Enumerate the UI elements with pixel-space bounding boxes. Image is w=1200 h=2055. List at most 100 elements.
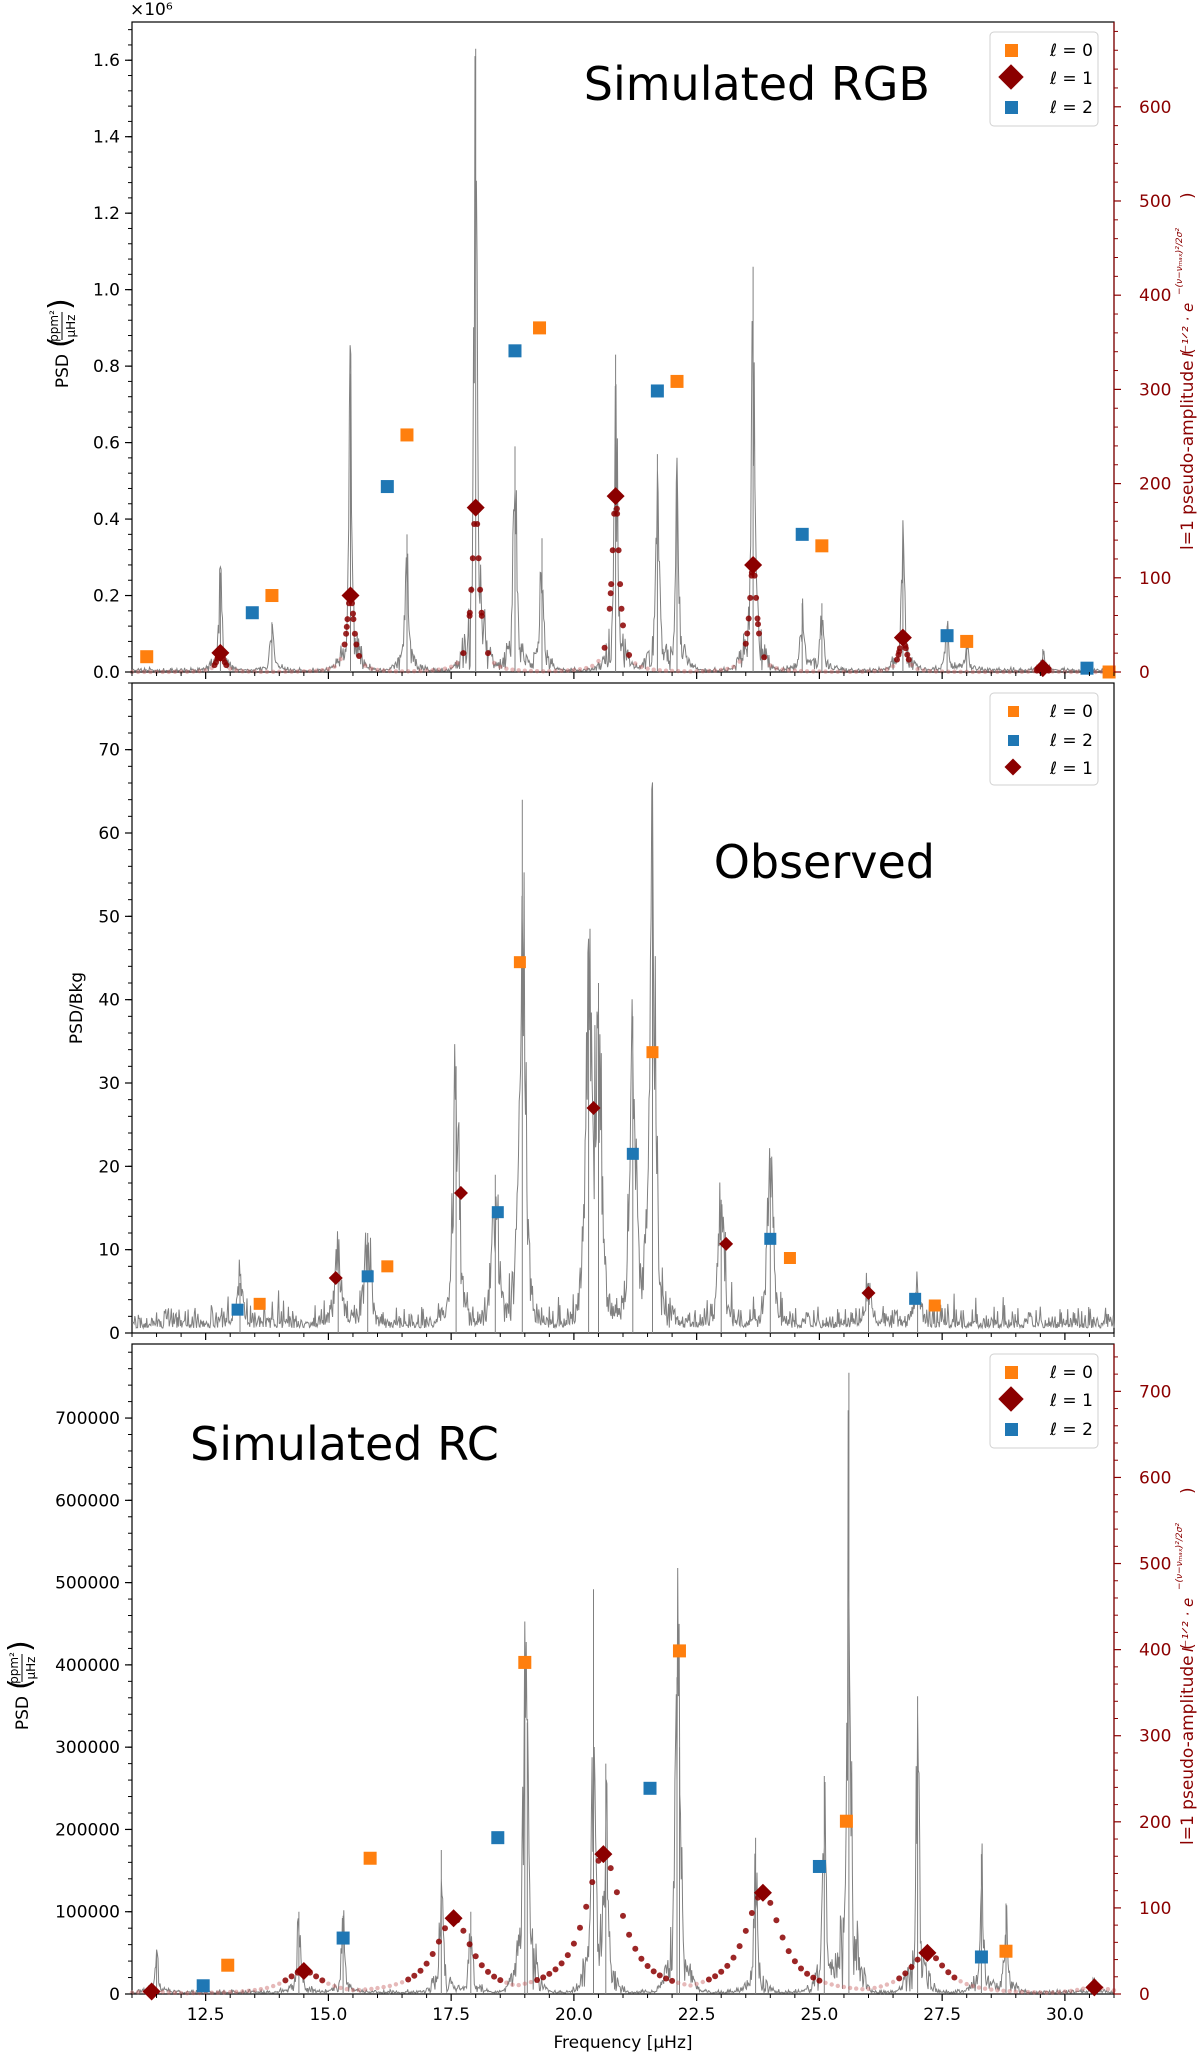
marker-l1 [294, 1961, 313, 1980]
mode-markers [231, 956, 941, 1316]
marker-l1 [861, 1286, 876, 1300]
y2-tick-label: 300 [1139, 1727, 1171, 1747]
marker-l2 [650, 384, 664, 398]
marker-l1 [606, 487, 625, 506]
profile-point [626, 652, 633, 658]
legend-l2-icon [1005, 1423, 1018, 1436]
profile-point [872, 1985, 877, 1991]
legend-l1-label: ℓ = 1 [1049, 69, 1093, 89]
profile-point [326, 666, 331, 672]
profile-point [203, 668, 208, 673]
profile-point [449, 664, 454, 669]
profile-point [791, 1958, 798, 1965]
y2-axis-label: l=1 pseudo-amplitude ( Ι⁻¹ᐟ² · e −(ν−νₘₐ… [1175, 1487, 1198, 1845]
marker-l2 [196, 1979, 210, 1993]
marker-l1 [918, 1943, 937, 1962]
profile-point [468, 586, 475, 593]
profile-point [264, 1985, 270, 1991]
profile-point [423, 1960, 430, 1967]
y-axis-label-num: ppm² [7, 1652, 21, 1684]
marker-l0 [839, 1814, 853, 1828]
profile-point [552, 1966, 559, 1973]
marker-l1 [453, 1186, 468, 1200]
profile-point [387, 1983, 392, 1989]
profile-point [607, 590, 614, 597]
profile-point [694, 669, 699, 674]
profile-point [682, 669, 687, 674]
marker-l0 [140, 650, 154, 664]
profile-point [491, 660, 497, 666]
profile-point [676, 1980, 681, 1986]
profile-point [730, 1954, 737, 1961]
y-tick-label: 1.4 [93, 128, 120, 148]
profile-point [719, 667, 724, 673]
profile-point [343, 623, 350, 630]
profile-point [148, 669, 153, 675]
profile-point [1050, 1990, 1055, 1995]
profile-point [939, 669, 945, 674]
marker-l0 [513, 956, 526, 969]
profile-point [191, 1990, 196, 1996]
profile-point [1013, 1989, 1018, 1994]
y-tick-label: 30 [98, 1074, 120, 1094]
x-axis-ticks [131, 672, 1115, 679]
profile-point [894, 656, 900, 663]
y-tick-label: 100000 [55, 1903, 120, 1923]
marker-l0 [960, 634, 974, 648]
y-axis-label-den: μHz [64, 315, 78, 338]
y2-tick-label: 0 [1139, 1985, 1150, 2005]
profile-point [872, 669, 877, 674]
profile-point [694, 1981, 699, 1987]
profile-point [185, 669, 190, 674]
svg-text:(: ( [3, 1678, 38, 1690]
profile-point [498, 664, 503, 669]
profile-point [780, 667, 785, 672]
profile-point [645, 666, 650, 671]
y2-axis-label: l=1 pseudo-amplitude ( Ι⁻¹ᐟ² · e −(ν−νₘₐ… [1175, 192, 1198, 550]
y2-tick-label: 500 [1139, 192, 1171, 212]
legend-l2-label: ℓ = 2 [1049, 1420, 1093, 1440]
profile-point [590, 663, 595, 669]
psd-spectrum-trace [131, 48, 1115, 673]
profile-point [669, 668, 675, 674]
profile-point [607, 1865, 614, 1872]
mode-markers [140, 321, 1116, 679]
legend: ℓ = 0 ℓ = 1 ℓ = 2 [989, 31, 1099, 127]
profile-point [601, 644, 608, 651]
profile-point [656, 1972, 663, 1979]
profile-point [252, 1987, 257, 1993]
profile-point [356, 1987, 362, 1993]
profile-point [908, 1964, 915, 1970]
x-tick-label: 27.5 [923, 2005, 961, 2025]
profile-point [313, 668, 319, 673]
profile-point [477, 586, 484, 593]
profile-point [737, 659, 742, 664]
legend-l0-icon [1005, 44, 1018, 57]
spectrum-line [131, 48, 1115, 673]
profile-point [369, 666, 374, 671]
y-axis-label: PSD ( ppm² μHz ) [3, 1640, 38, 1730]
marker-l2 [231, 1303, 244, 1316]
legend-l1-label: ℓ = 1 [1049, 759, 1093, 779]
profile-point [768, 663, 773, 668]
profile-point [1007, 1989, 1012, 1994]
profile-point [375, 1985, 380, 1991]
profile-point [522, 1981, 527, 1986]
profile-point [823, 1980, 828, 1986]
panel-title: Simulated RC [190, 1417, 499, 1471]
profile-point [767, 1899, 774, 1906]
panel-title: Observed [714, 835, 935, 889]
legend-l0-label: ℓ = 0 [1049, 702, 1093, 722]
legend-l0-label: ℓ = 0 [1049, 1363, 1093, 1383]
profile-point [712, 1973, 719, 1980]
x-tick-label: 22.5 [678, 2005, 716, 2025]
profile-point [952, 669, 957, 674]
panel-simulated-rgb: 0.0 0.2 0.4 0.6 0.8 1.0 1.2 1.4 1.6 0 100 200 300 40… [43, 0, 1198, 683]
profile-point [234, 668, 239, 673]
profile-point [989, 1987, 994, 1992]
marker-l0 [265, 589, 279, 603]
profile-point [835, 669, 840, 674]
legend-l2-icon [1005, 101, 1018, 114]
y-tick-label: 1.6 [93, 51, 120, 71]
profile-point [890, 664, 896, 669]
